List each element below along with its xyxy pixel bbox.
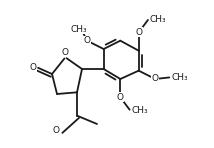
Text: CH₃: CH₃ — [171, 73, 188, 82]
Text: CH₃: CH₃ — [150, 15, 166, 24]
Text: O: O — [83, 36, 91, 45]
Text: O: O — [62, 48, 69, 57]
Text: O: O — [52, 126, 59, 135]
Text: CH₃: CH₃ — [131, 106, 148, 115]
Text: CH₃: CH₃ — [70, 25, 87, 34]
Text: O: O — [29, 63, 36, 72]
Text: O: O — [152, 74, 159, 83]
Text: O: O — [135, 28, 142, 37]
Text: O: O — [117, 93, 124, 102]
